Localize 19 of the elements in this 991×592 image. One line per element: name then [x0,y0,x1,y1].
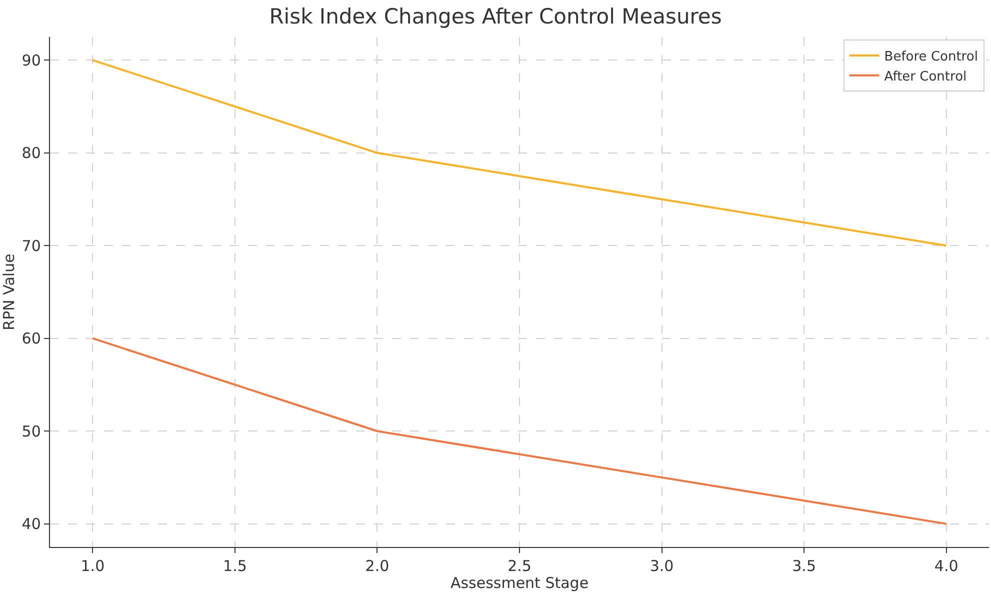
line-series [92,337,948,525]
x-tick-label: 3.0 [650,557,674,576]
y-tick-label: 90 [22,51,41,70]
x-tick-label: 1.5 [223,557,247,576]
x-axis-title: Assessment Stage [450,574,589,592]
legend-label: After Control [884,69,967,84]
y-tick-label: 50 [22,422,41,440]
x-tick-label: 4.0 [934,557,958,576]
y-tick-label: 40 [22,515,41,534]
x-tick-label: 3.5 [792,557,816,576]
y-axis-title: RPN Value [0,254,18,330]
x-tick-label: 1.0 [80,557,105,576]
legend-label: Before Control [884,50,978,65]
x-tick-label: 2.0 [365,557,390,576]
y-tick-label: 60 [22,330,41,348]
y-tick-label: 70 [22,236,41,255]
chart-title: Risk Index Changes After Control Measures [269,4,722,29]
x-tick-label: 2.5 [508,557,532,576]
y-tick-label: 80 [22,144,41,162]
